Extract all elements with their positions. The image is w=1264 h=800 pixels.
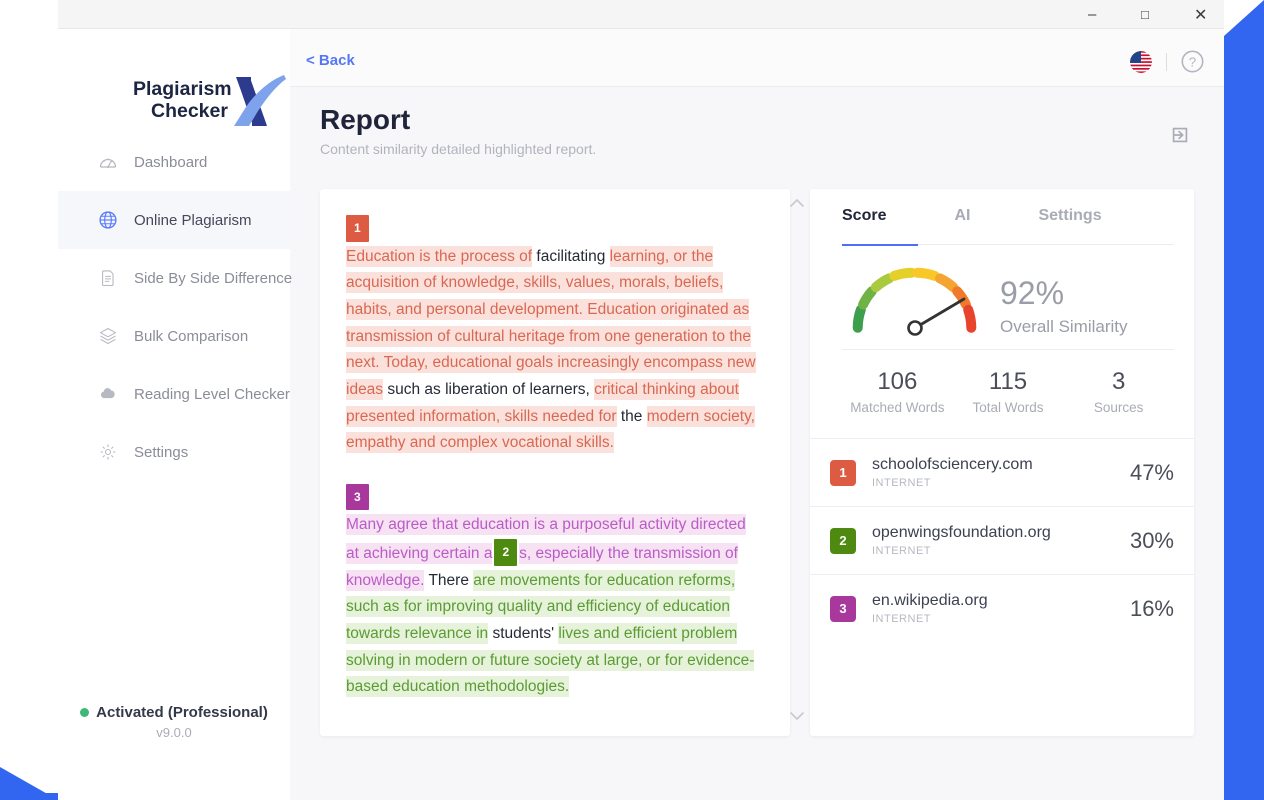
svg-text:Plagiarism: Plagiarism	[133, 78, 232, 100]
svg-text:?: ?	[1189, 55, 1196, 70]
svg-text:Checker: Checker	[151, 100, 228, 122]
